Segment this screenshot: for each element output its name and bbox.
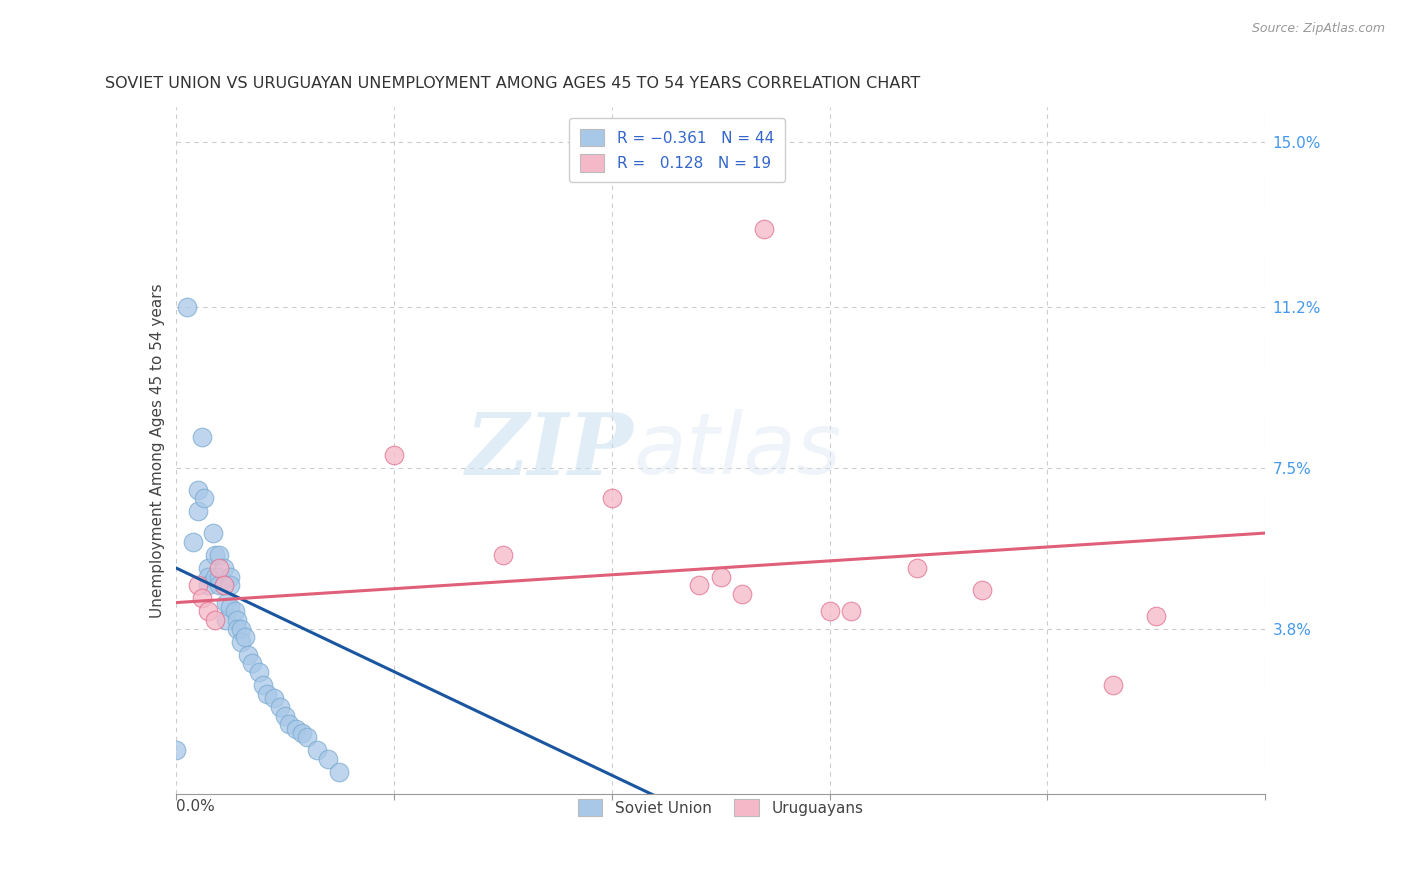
Point [208, 569, 231, 583]
Point [191, 591, 214, 606]
Point [1144, 608, 1167, 623]
Point [208, 578, 231, 592]
Point [201, 526, 224, 541]
Point [204, 569, 226, 583]
Point [197, 604, 219, 618]
Point [274, 708, 297, 723]
Point [224, 604, 246, 618]
Point [235, 631, 257, 645]
Text: SOVIET UNION VS URUGUAYAN UNEMPLOYMENT AMONG AGES 45 TO 54 YEARS CORRELATION CHA: SOVIET UNION VS URUGUAYAN UNEMPLOYMENT A… [105, 76, 920, 91]
Point [236, 648, 259, 662]
Point [181, 534, 204, 549]
Point [754, 221, 776, 235]
Point [193, 491, 215, 506]
Legend: Soviet Union, Uruguayans: Soviet Union, Uruguayans [571, 791, 870, 824]
Point [731, 587, 754, 601]
Text: 0.0%: 0.0% [176, 799, 215, 814]
Point [284, 722, 307, 736]
Point [215, 596, 238, 610]
Point [219, 569, 242, 583]
Point [818, 604, 841, 618]
Point [165, 743, 187, 757]
Point [204, 548, 226, 562]
Point [295, 731, 318, 745]
Point [1102, 678, 1125, 692]
Point [197, 561, 219, 575]
Point [231, 622, 253, 636]
Point [219, 599, 242, 614]
Point [212, 578, 235, 592]
Point [269, 700, 291, 714]
Point [318, 752, 340, 766]
Point [247, 665, 270, 680]
Point [382, 448, 405, 462]
Point [225, 613, 247, 627]
Point [219, 578, 242, 592]
Point [905, 561, 928, 575]
Point [186, 483, 209, 497]
Text: ZIP: ZIP [465, 409, 633, 492]
Point [256, 687, 278, 701]
Point [191, 430, 214, 444]
Point [212, 578, 235, 592]
Point [208, 561, 231, 575]
Text: atlas: atlas [633, 409, 841, 492]
Point [688, 578, 710, 592]
Point [215, 613, 238, 627]
Text: Source: ZipAtlas.com: Source: ZipAtlas.com [1251, 22, 1385, 36]
Point [307, 743, 329, 757]
Point [208, 548, 231, 562]
Point [231, 634, 253, 648]
Point [186, 578, 209, 592]
Point [841, 604, 863, 618]
Point [278, 717, 301, 731]
Point [263, 691, 285, 706]
Point [600, 491, 623, 506]
Point [492, 548, 515, 562]
Point [186, 504, 209, 518]
Point [225, 622, 247, 636]
Point [328, 765, 350, 780]
Point [710, 569, 733, 583]
Point [204, 613, 226, 627]
Point [197, 569, 219, 583]
Point [291, 726, 314, 740]
Point [252, 678, 274, 692]
Point [212, 561, 235, 575]
Point [197, 578, 219, 592]
Point [970, 582, 993, 597]
Point [240, 657, 263, 671]
Point [176, 300, 198, 314]
Y-axis label: Unemployment Among Ages 45 to 54 years: Unemployment Among Ages 45 to 54 years [149, 283, 165, 618]
